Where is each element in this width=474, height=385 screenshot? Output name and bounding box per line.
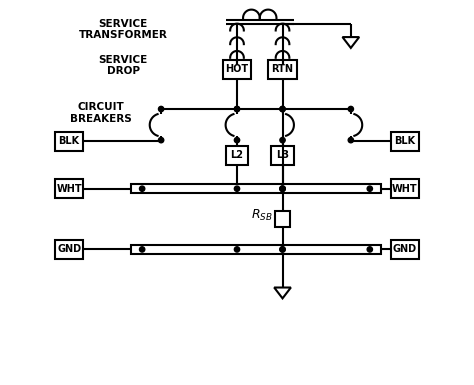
Circle shape — [234, 247, 240, 252]
Circle shape — [348, 106, 354, 112]
Circle shape — [158, 137, 164, 143]
Circle shape — [367, 186, 373, 191]
Circle shape — [348, 137, 354, 143]
FancyBboxPatch shape — [226, 146, 248, 165]
Circle shape — [280, 247, 285, 252]
FancyBboxPatch shape — [268, 60, 297, 79]
Polygon shape — [274, 288, 291, 298]
Circle shape — [280, 106, 285, 112]
Text: RTN: RTN — [272, 64, 293, 74]
Text: BLK: BLK — [394, 136, 416, 146]
Circle shape — [139, 186, 145, 191]
Text: L2: L2 — [230, 150, 244, 160]
FancyBboxPatch shape — [55, 240, 83, 259]
Circle shape — [234, 106, 240, 112]
FancyBboxPatch shape — [55, 132, 83, 151]
Circle shape — [234, 106, 240, 112]
FancyBboxPatch shape — [391, 179, 419, 198]
Circle shape — [280, 186, 285, 191]
FancyBboxPatch shape — [223, 60, 251, 79]
FancyBboxPatch shape — [131, 245, 381, 254]
Text: HOT: HOT — [226, 64, 248, 74]
Circle shape — [280, 247, 285, 252]
Circle shape — [367, 247, 373, 252]
FancyBboxPatch shape — [55, 179, 83, 198]
Circle shape — [280, 137, 285, 143]
Circle shape — [280, 186, 285, 191]
Text: CIRCUIT
BREAKERS: CIRCUIT BREAKERS — [70, 102, 131, 124]
Circle shape — [139, 247, 145, 252]
Circle shape — [158, 106, 164, 112]
Text: BLK: BLK — [58, 136, 80, 146]
FancyBboxPatch shape — [391, 132, 419, 151]
Circle shape — [280, 186, 285, 191]
Text: SERVICE
TRANSFORMER: SERVICE TRANSFORMER — [79, 18, 168, 40]
FancyBboxPatch shape — [271, 146, 294, 165]
Circle shape — [280, 106, 285, 112]
Text: $R_{SB}$: $R_{SB}$ — [251, 208, 273, 223]
FancyBboxPatch shape — [131, 184, 381, 193]
Text: WHT: WHT — [392, 184, 418, 194]
Text: WHT: WHT — [56, 184, 82, 194]
Text: GND: GND — [393, 244, 417, 254]
Text: L3: L3 — [276, 150, 289, 160]
Text: SERVICE
DROP: SERVICE DROP — [99, 55, 148, 76]
FancyBboxPatch shape — [391, 240, 419, 259]
Polygon shape — [343, 37, 359, 48]
Circle shape — [234, 186, 240, 191]
Circle shape — [234, 137, 240, 143]
Text: GND: GND — [57, 244, 81, 254]
FancyBboxPatch shape — [275, 211, 290, 227]
